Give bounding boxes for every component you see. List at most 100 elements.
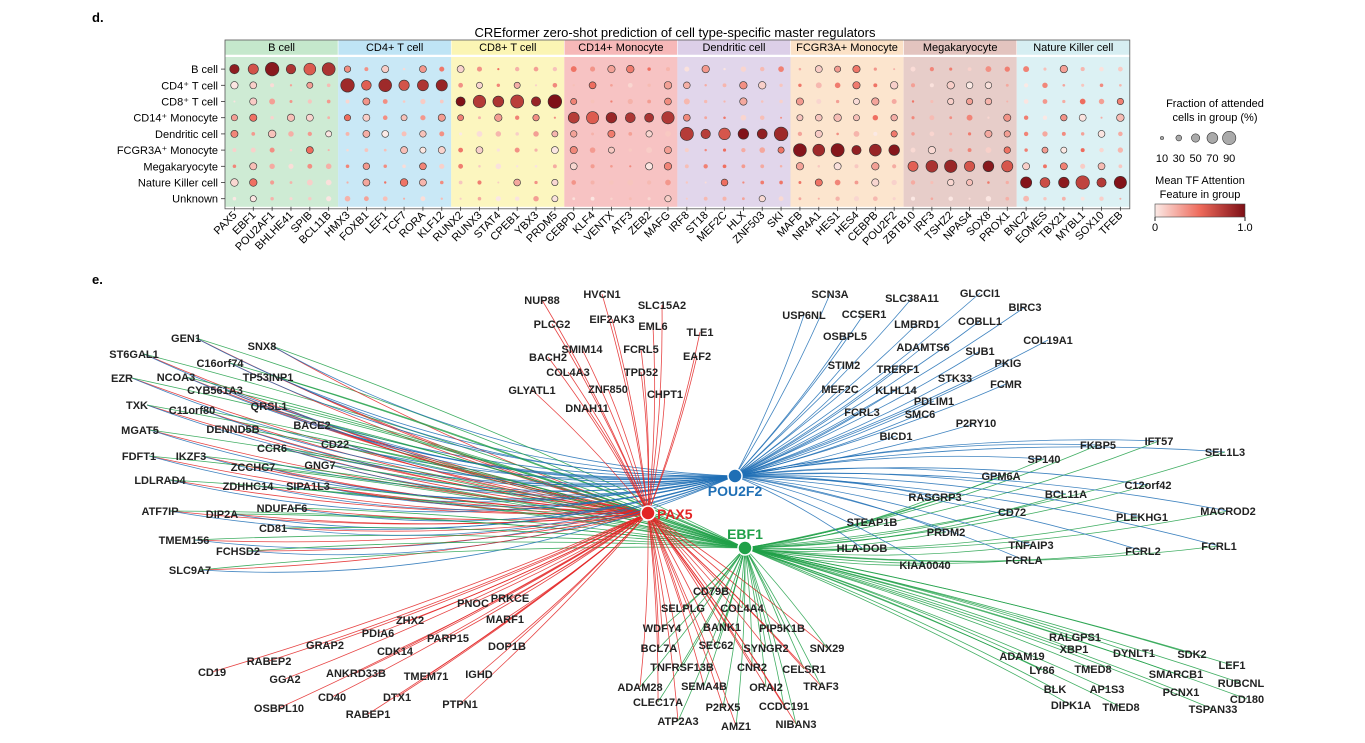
hub-label-pax5: PAX5 bbox=[657, 506, 693, 522]
network-edge bbox=[647, 512, 659, 703]
dot bbox=[572, 84, 575, 87]
size-legend-value: 10 bbox=[1156, 153, 1168, 165]
dot bbox=[624, 112, 636, 123]
dot bbox=[1005, 83, 1009, 87]
gene-label-rabep2: RABEP2 bbox=[247, 656, 292, 668]
dot bbox=[437, 113, 446, 122]
gene-label-klhl14: KLHL14 bbox=[875, 385, 917, 397]
dot bbox=[420, 196, 426, 202]
dot bbox=[572, 197, 576, 201]
dot bbox=[534, 148, 538, 152]
dot bbox=[740, 66, 747, 72]
network-edge bbox=[611, 318, 649, 514]
network-edge bbox=[734, 362, 1009, 477]
dot bbox=[1062, 99, 1066, 104]
dot bbox=[703, 164, 708, 169]
gene-label-cobll1: COBLL1 bbox=[958, 316, 1002, 328]
dot bbox=[852, 81, 861, 90]
dot bbox=[1024, 83, 1029, 88]
dot bbox=[854, 180, 859, 185]
gene-label-dennd5b: DENND5B bbox=[206, 424, 259, 436]
gene-label-ccdc191: CCDC191 bbox=[759, 701, 809, 713]
dot bbox=[570, 66, 577, 73]
dot bbox=[907, 160, 919, 172]
gene-label-fcrl3: FCRL3 bbox=[844, 407, 879, 419]
size-legend-title-2: cells in group (%) bbox=[1173, 112, 1258, 124]
gene-label-tnfrsf13b: TNFRSF13B bbox=[650, 662, 714, 674]
network-edge bbox=[199, 546, 746, 571]
network-edge bbox=[531, 389, 649, 514]
dot bbox=[534, 180, 538, 185]
network-edge bbox=[744, 496, 936, 549]
dot bbox=[892, 164, 897, 169]
dot bbox=[325, 179, 332, 186]
dot bbox=[1023, 195, 1030, 202]
dot bbox=[722, 148, 727, 152]
dot bbox=[665, 131, 671, 137]
network-edge bbox=[647, 512, 828, 649]
network-edge bbox=[211, 512, 649, 673]
network-edge bbox=[744, 493, 1067, 549]
network-edge bbox=[551, 323, 649, 514]
dot bbox=[1119, 83, 1122, 87]
dot bbox=[780, 116, 783, 119]
dot bbox=[946, 81, 955, 90]
dot bbox=[569, 162, 578, 171]
dot bbox=[663, 81, 673, 90]
dot bbox=[779, 180, 783, 185]
dot bbox=[1080, 132, 1085, 136]
dot bbox=[984, 129, 993, 138]
network-edge bbox=[607, 388, 649, 514]
gene-label-prdm2: PRDM2 bbox=[927, 527, 966, 539]
gene-label-stk33: STK33 bbox=[938, 373, 972, 385]
dot bbox=[420, 98, 426, 105]
row-label: CD4⁺ T cell bbox=[161, 80, 218, 92]
network-edge bbox=[744, 521, 873, 549]
dot bbox=[798, 67, 802, 71]
gene-label-hla-dob: HLA-DOB bbox=[837, 543, 888, 555]
network-edge bbox=[344, 443, 746, 549]
dot bbox=[871, 162, 880, 171]
dot bbox=[627, 179, 634, 186]
gene-label-zcchc7: ZCCHC7 bbox=[231, 462, 276, 474]
dot bbox=[510, 94, 525, 109]
dot bbox=[1059, 65, 1068, 74]
dot bbox=[949, 116, 953, 120]
dot bbox=[703, 99, 708, 104]
gene-label-tmem156: TMEM156 bbox=[159, 535, 210, 547]
gene-label-dop1b: DOP1B bbox=[488, 641, 526, 653]
dot bbox=[288, 163, 294, 169]
gene-label-sec62: SEC62 bbox=[699, 640, 734, 652]
dot bbox=[513, 178, 521, 187]
dot bbox=[419, 162, 427, 171]
dot bbox=[605, 112, 618, 124]
network-edge bbox=[734, 475, 873, 523]
dot bbox=[700, 128, 711, 139]
dot bbox=[814, 178, 823, 187]
dot bbox=[232, 164, 237, 169]
gene-label-ncoa3: NCOA3 bbox=[157, 372, 196, 384]
network-edge bbox=[647, 512, 724, 708]
dot bbox=[249, 97, 258, 106]
dot bbox=[910, 180, 916, 185]
group-header-label: FCGR3A+ Monocyte bbox=[796, 42, 898, 54]
dot bbox=[967, 148, 972, 153]
dot bbox=[459, 197, 462, 200]
dot bbox=[628, 197, 632, 201]
network-edge bbox=[647, 355, 698, 514]
dot bbox=[760, 66, 765, 72]
gene-label-birc3: BIRC3 bbox=[1008, 302, 1041, 314]
dot bbox=[985, 196, 992, 202]
dot bbox=[664, 146, 672, 154]
network-edge bbox=[744, 516, 1143, 550]
group-background bbox=[790, 57, 904, 207]
size-legend-value: 70 bbox=[1206, 153, 1218, 165]
gene-label-cyb561a3: CYB561A3 bbox=[187, 385, 243, 397]
dotplot-title: CREformer zero-shot prediction of cell t… bbox=[475, 25, 876, 40]
dot bbox=[456, 65, 465, 73]
dot bbox=[251, 132, 256, 136]
gene-label-fkbp5: FKBP5 bbox=[1080, 440, 1116, 452]
gene-label-dipk1a: DIPK1A bbox=[1051, 700, 1091, 712]
gene-label-smc6: SMC6 bbox=[905, 409, 936, 421]
network-edge bbox=[282, 475, 736, 536]
